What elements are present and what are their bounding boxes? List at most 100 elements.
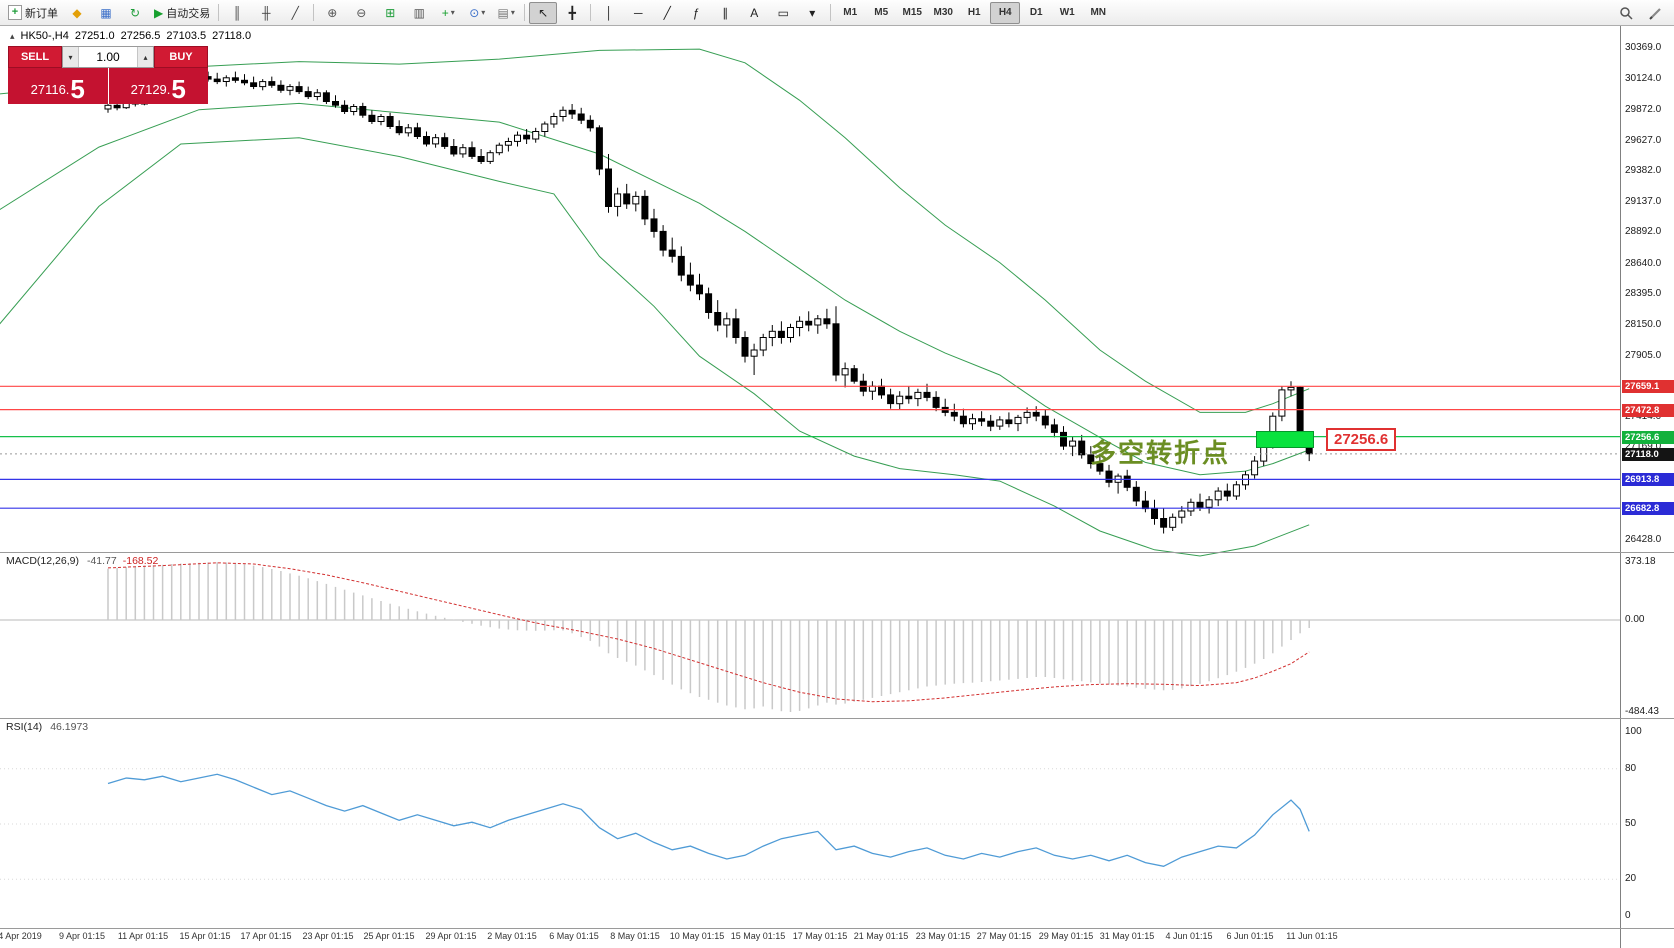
auto-trading-button[interactable]: ▶ 自动交易 (150, 2, 214, 24)
rsi-line (107, 773, 1310, 867)
time-axis-label: 11 Apr 01:15 (117, 931, 169, 941)
timeframe-d1-button[interactable]: D1 (1021, 2, 1051, 24)
price-axis-label: 26428.0 (1625, 534, 1662, 545)
time-axis-label: 6 May 01:15 (549, 931, 599, 941)
price-axis-label: 28395.0 (1625, 288, 1662, 299)
fibonacci-icon: ƒ (692, 5, 700, 20)
sell-price[interactable]: 27116. 5 (8, 68, 108, 104)
toolbar-separator (524, 4, 526, 21)
data-window-button[interactable]: ▦ (92, 2, 120, 24)
buy-price[interactable]: 27129. 5 (107, 68, 208, 104)
vertical-line-icon: │ (605, 5, 613, 20)
text-button[interactable]: A (740, 2, 768, 24)
volume-spinner: ▾ 1.00 ▴ (62, 46, 154, 68)
indicators-button[interactable]: + ▾ (434, 2, 462, 24)
shapes-button[interactable]: ▾ (798, 2, 826, 24)
templates-button[interactable]: ▤ ▾ (492, 2, 520, 24)
new-order-icon: + (8, 5, 22, 20)
sell-price-pips: 5 (70, 74, 85, 104)
time-axis-label: 11 Jun 01:15 (1286, 931, 1338, 941)
zoom-in-button[interactable]: ⊕ (318, 2, 346, 24)
price-scale[interactable]: 30369.0 30124.0 29872.0 29627.0 29382.0 29137… (1620, 26, 1674, 948)
auto-scroll-button[interactable]: ⊞ (376, 2, 404, 24)
symbol-ohlc-info: ▴ HK50-,H4 27251.0 27256.5 27103.5 27118.0 (10, 30, 257, 42)
refresh-button[interactable]: ↻ (121, 2, 149, 24)
zoom-out-button[interactable]: ⊖ (347, 2, 375, 24)
text-label-button[interactable]: ▭ (769, 2, 797, 24)
candlestick-chart-button[interactable]: ╫ (252, 2, 280, 24)
time-axis-label: 4 Apr 2019 (0, 931, 42, 941)
refresh-icon: ↻ (129, 5, 141, 20)
price-axis-label: 30124.0 (1625, 73, 1662, 84)
macd-name: MACD(12,26,9) (6, 555, 79, 567)
panel-separator-macd[interactable] (0, 552, 1674, 553)
timeframe-w1-button[interactable]: W1 (1052, 2, 1082, 24)
fibonacci-button[interactable]: ƒ (682, 2, 710, 24)
timeframe-m1-button[interactable]: M1 (835, 2, 865, 24)
market-watch-button[interactable]: ◆ (63, 2, 91, 24)
price-level-badge-blue: 26913.8 (1622, 473, 1674, 486)
price-axis-label: 29627.0 (1625, 135, 1662, 146)
vertical-line-button[interactable]: │ (595, 2, 623, 24)
timeframe-mn-button[interactable]: MN (1083, 2, 1113, 24)
shapes-icon: ▾ (809, 5, 816, 20)
panel-separator-rsi[interactable] (0, 718, 1674, 719)
timeframe-m5-button[interactable]: M5 (866, 2, 896, 24)
toolbar-separator (218, 4, 220, 21)
time-axis-label: 4 Jun 01:15 (1165, 931, 1213, 941)
toolbar-separator (313, 4, 315, 21)
buy-button[interactable]: BUY (154, 46, 208, 68)
volume-up-button[interactable]: ▴ (137, 47, 153, 67)
time-axis-label: 2 May 01:15 (487, 931, 537, 941)
new-order-button[interactable]: + 新订单 (4, 2, 62, 24)
time-axis-label: 23 May 01:15 (915, 931, 971, 941)
price-level-badge-red: 27472.8 (1622, 404, 1674, 417)
rsi-indicator-label: RSI(14) 46.1973 (6, 721, 88, 733)
ohlc-high: 27256.5 (120, 30, 161, 42)
highlight-rectangle[interactable] (1256, 431, 1314, 448)
volume-down-button[interactable]: ▾ (63, 47, 79, 67)
time-axis[interactable]: 4 Apr 2019 9 Apr 01:15 11 Apr 01:15 15 Apr … (0, 929, 1620, 947)
horizontal-line-button[interactable]: ─ (624, 2, 652, 24)
timeframe-m15-button[interactable]: M15 (897, 2, 927, 24)
bar-chart-button[interactable]: ║ (223, 2, 251, 24)
market-watch-icon: ◆ (72, 5, 82, 20)
trendline-button[interactable]: ╱ (653, 2, 681, 24)
channel-button[interactable]: ∥ (711, 2, 739, 24)
price-axis-label: 30369.0 (1625, 42, 1662, 53)
search-button[interactable] (1612, 2, 1640, 24)
timeframe-m30-button[interactable]: M30 (928, 2, 958, 24)
line-chart-button[interactable]: ╱ (281, 2, 309, 24)
price-axis-label: 29137.0 (1625, 196, 1662, 207)
chart-annotation-text[interactable]: 多空转折点 (1090, 438, 1231, 468)
timeframe-d1-button-label: D1 (1029, 7, 1043, 18)
price-axis-label: 28640.0 (1625, 258, 1662, 269)
timeframe-h4-button[interactable]: H4 (990, 1, 1021, 24)
time-axis-label: 25 Apr 01:15 (363, 931, 415, 941)
channel-icon: ∥ (722, 5, 729, 20)
volume-value[interactable]: 1.00 (96, 50, 120, 64)
periods-button[interactable]: ⊙ ▾ (463, 2, 491, 24)
macd-histogram (107, 562, 1310, 712)
price-level-badge-blue: 26682.8 (1622, 502, 1674, 515)
price-tag-label[interactable]: 27256.6 (1326, 428, 1397, 451)
quick-edit-button[interactable] (1642, 2, 1670, 24)
line-chart-icon: ╱ (291, 5, 299, 20)
symbol-period-label: HK50-,H4 (20, 30, 69, 42)
rsi-axis-label: 0 (1625, 910, 1631, 921)
price-chart-svg[interactable] (0, 26, 1620, 948)
cursor-button[interactable]: ↖ (529, 1, 558, 24)
chart-shift-button[interactable]: ▥ (405, 2, 433, 24)
search-icon (1620, 6, 1633, 20)
toolbar-items: + 新订单 ◆ ▦ ↻ ▶ 自动交易 ║ ╫ ╱ ⊕ ⊖ ⊞ ▥ + ▾ ⊙ ▾ ▤ ▾ ↖ ╋ │ ─ ╱ ƒ ∥ A ▭ ▾ M1 M5 M… (4, 1, 1612, 24)
time-axis-label: 8 May 01:15 (610, 931, 660, 941)
timeframe-m15-button-label: M15 (902, 7, 922, 18)
crosshair-button[interactable]: ╋ (558, 2, 586, 24)
time-axis-label: 29 Apr 01:15 (425, 931, 477, 941)
timeframe-h1-button[interactable]: H1 (959, 2, 989, 24)
sell-button[interactable]: SELL (8, 46, 62, 68)
panel-separator-bottom (0, 928, 1674, 929)
play-icon: ▶ (154, 5, 164, 20)
price-axis-label: 28892.0 (1625, 226, 1662, 237)
toolbar-right (1612, 2, 1670, 24)
